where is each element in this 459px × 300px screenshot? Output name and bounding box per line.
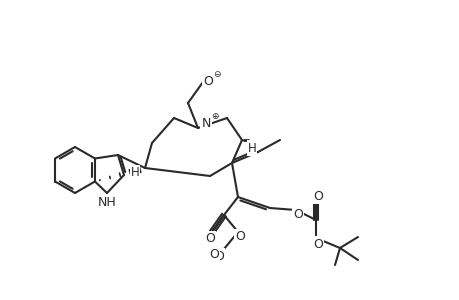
Text: O: O xyxy=(208,248,218,260)
Text: O: O xyxy=(235,230,244,244)
Text: O: O xyxy=(292,208,302,221)
Text: H: H xyxy=(130,167,139,179)
Text: ⊖: ⊖ xyxy=(213,70,220,79)
Text: H: H xyxy=(247,142,256,154)
Text: O: O xyxy=(205,232,214,245)
Text: ⊕: ⊕ xyxy=(211,112,218,121)
Text: O: O xyxy=(202,74,213,88)
Text: NH: NH xyxy=(97,196,116,208)
Text: O: O xyxy=(213,250,224,262)
Text: O: O xyxy=(313,190,322,202)
Text: O: O xyxy=(313,238,322,250)
Text: N: N xyxy=(201,116,210,130)
